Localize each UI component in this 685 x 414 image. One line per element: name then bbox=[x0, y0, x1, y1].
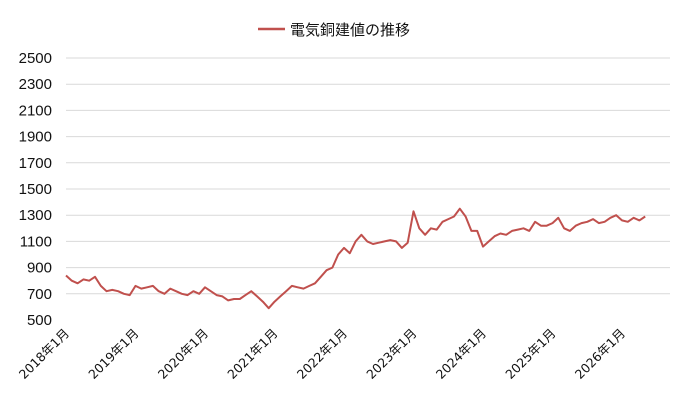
y-axis-tick-labels: 500 700 900 1100 1300 1500 1700 1900 2100 2300 250… bbox=[19, 50, 52, 329]
x-tick-label: 2026年1月 bbox=[572, 326, 628, 382]
y-tick-label: 2500 bbox=[19, 50, 52, 67]
x-tick-label: 2023年1月 bbox=[363, 326, 419, 382]
y-tick-label: 1900 bbox=[19, 129, 52, 146]
y-tick-label: 2100 bbox=[19, 102, 52, 119]
gridlines bbox=[66, 57, 670, 295]
x-tick-label: 2025年1月 bbox=[502, 326, 558, 382]
x-tick-label: 2018年1月 bbox=[16, 326, 72, 382]
y-tick-label: 900 bbox=[27, 260, 52, 277]
y-tick-label: 1100 bbox=[20, 233, 52, 250]
x-tick-label: 2019年1月 bbox=[85, 326, 141, 382]
y-tick-label: 700 bbox=[27, 286, 52, 303]
x-tick-label: 2022年1月 bbox=[294, 326, 350, 382]
x-tick-label: 2024年1月 bbox=[433, 326, 489, 382]
series-layer bbox=[65, 207, 646, 310]
y-tick-label: 1500 bbox=[19, 181, 52, 198]
x-tick-label: 2021年1月 bbox=[224, 326, 280, 382]
series-line bbox=[65, 207, 646, 310]
x-axis-tick-labels: 2018年1月 2019年1月 2020年1月 2021年1月 2022年1月 2023年… bbox=[16, 326, 628, 382]
y-tick-label: 1700 bbox=[19, 155, 52, 172]
legend-label: 電気銅建値の推移 bbox=[290, 21, 410, 39]
y-tick-label: 1300 bbox=[19, 207, 52, 224]
y-tick-label: 500 bbox=[27, 312, 52, 329]
chart-legend: 電気銅建値の推移 bbox=[258, 21, 410, 39]
x-tick-label: 2020年1月 bbox=[155, 326, 211, 382]
y-tick-label: 2300 bbox=[19, 76, 52, 93]
